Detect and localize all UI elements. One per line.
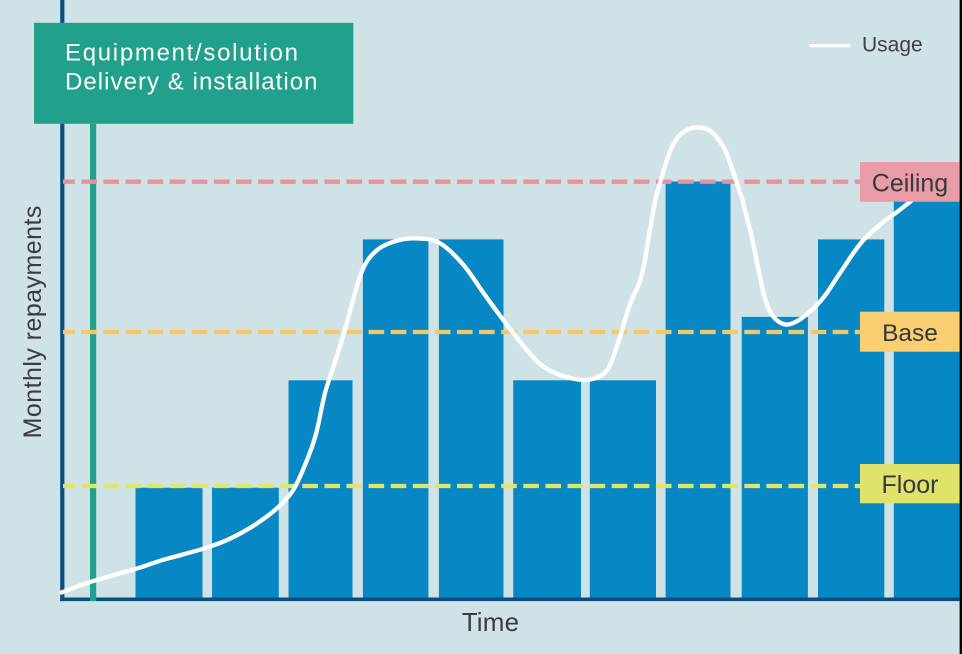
svg-text:Time: Time bbox=[462, 607, 520, 637]
svg-text:Equipment/solution: Equipment/solution bbox=[65, 40, 300, 67]
svg-text:Floor: Floor bbox=[882, 471, 939, 499]
svg-text:Usage: Usage bbox=[862, 34, 923, 57]
svg-text:Delivery & installation: Delivery & installation bbox=[65, 69, 319, 96]
svg-text:Base: Base bbox=[882, 320, 938, 347]
svg-text:Monthly repayments: Monthly repayments bbox=[19, 205, 47, 438]
svg-text:Ceiling: Ceiling bbox=[872, 169, 948, 197]
